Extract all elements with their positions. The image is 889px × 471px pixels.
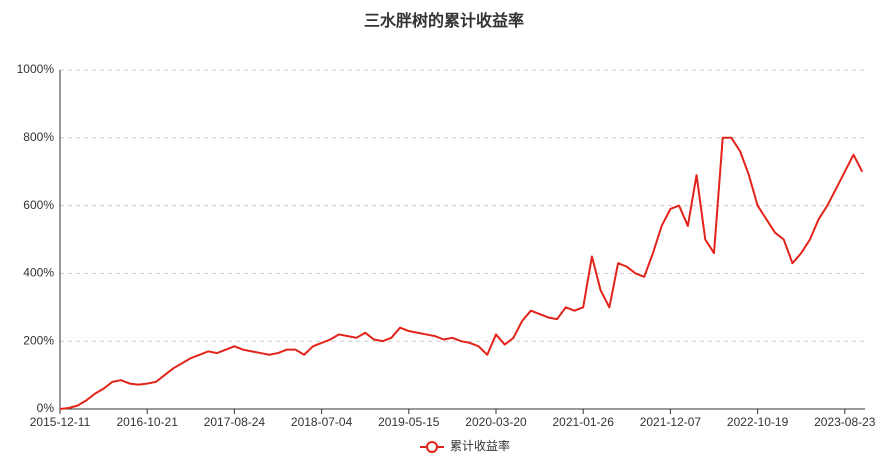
- x-tick-label: 2020-03-20: [465, 415, 527, 429]
- x-tick-label: 2019-05-15: [378, 415, 440, 429]
- x-tick-label: 2015-12-11: [30, 415, 91, 429]
- line: [59, 136, 864, 410]
- y-tick-label: 400%: [23, 266, 54, 280]
- y-tick-label: 0%: [37, 401, 55, 415]
- x-tick-label: 2016-10-21: [117, 415, 179, 429]
- x-tick-label: 2023-08-23: [814, 415, 876, 429]
- x-tick-label: 2022-10-19: [727, 415, 789, 429]
- chart-title: 三水胖树的累计收益率: [364, 11, 524, 30]
- legend-label: 累计收益率: [450, 438, 510, 453]
- y-tick-label: 1000%: [17, 62, 55, 76]
- x-tick-label: 2021-01-26: [553, 415, 615, 429]
- y-tick-label: 800%: [23, 130, 54, 144]
- x-tick-label: 2017-08-24: [204, 415, 266, 429]
- x-tick-label: 2021-12-07: [640, 415, 702, 429]
- legend-marker: [426, 441, 438, 453]
- y-tick-label: 600%: [23, 198, 54, 212]
- x-tick-label: 2018-07-04: [291, 415, 353, 429]
- y-tick-label: 200%: [23, 333, 54, 347]
